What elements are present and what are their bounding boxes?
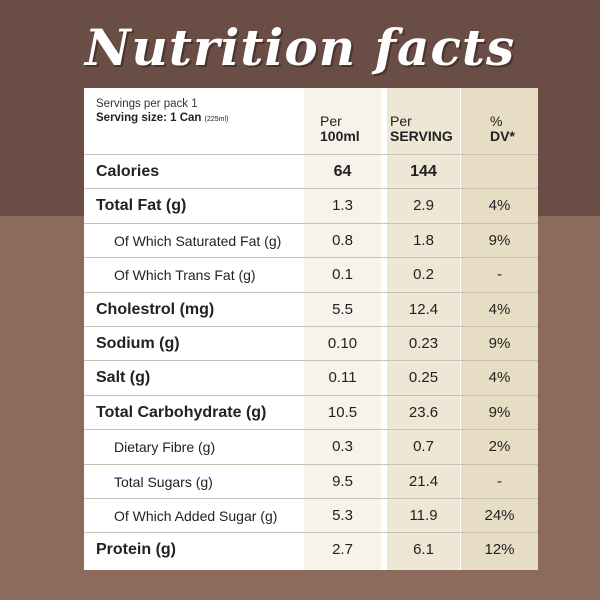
daily-value-percent: 9% xyxy=(488,231,511,249)
nutrient-label: Protein (g) xyxy=(96,541,176,559)
per-100ml-value: 5.5 xyxy=(332,300,353,318)
page-title: Nutrition facts xyxy=(84,18,516,77)
per-100ml-value: 0.10 xyxy=(327,335,358,352)
per-serving-value: 23.6 xyxy=(408,403,439,421)
nutrition-table: Servings per pack 1 Serving size: 1 Can … xyxy=(84,88,538,570)
per-serving-value: 0.2 xyxy=(413,266,434,284)
per-serving-value: 1.8 xyxy=(413,231,434,249)
table-row: Total Sugars (g) 9.5 21.4 - xyxy=(84,463,538,499)
table-row: Calories 64 144 xyxy=(84,154,538,189)
nutrient-label: Of Which Saturated Fat (g) xyxy=(114,232,282,249)
nutrient-label: Calories xyxy=(96,163,160,180)
serving-size-ml: (225ml) xyxy=(204,116,229,123)
table-row: Of Which Added Sugar (g) 5.3 11.9 24% xyxy=(84,498,538,533)
servings-per-pack: Servings per pack 1 xyxy=(96,98,198,110)
table-row: Of Which Trans Fat (g) 0.1 0.2 - xyxy=(84,257,538,292)
per-serving-value: 12.4 xyxy=(408,300,439,318)
col-header-per-100ml: Per 100ml xyxy=(320,113,360,144)
per-100ml-value: 2.7 xyxy=(332,541,353,559)
per-100ml-value: 0.1 xyxy=(332,266,353,284)
nutrient-label: Total Fat (g) xyxy=(96,197,187,215)
table-row: Sodium (g) 0.10 0.23 9% xyxy=(84,326,538,361)
nutrient-label: Dietary Fibre (g) xyxy=(114,439,216,456)
table-row: Salt (g) 0.11 0.25 4% xyxy=(84,360,538,395)
nutrient-label: Salt (g) xyxy=(96,369,151,387)
nutrient-label: Cholestrol (mg) xyxy=(96,300,215,318)
per-100ml-value: 0.3 xyxy=(332,438,353,456)
daily-value-percent: 12% xyxy=(484,541,515,559)
daily-value-column-bg xyxy=(461,88,538,570)
per-serving-value: 6.1 xyxy=(413,541,434,559)
nutrient-label: Sodium (g) xyxy=(96,335,180,352)
daily-value-percent: 9% xyxy=(488,403,511,421)
daily-value-percent: 9% xyxy=(488,335,511,352)
per-100ml-value: 0.8 xyxy=(332,231,353,249)
daily-value-percent: 2% xyxy=(488,438,511,456)
per-serving-value: 21.4 xyxy=(408,472,439,490)
daily-value-percent: 4% xyxy=(488,369,511,387)
table-row: Total Carbohydrate (g) 10.5 23.6 9% xyxy=(84,394,538,430)
per-serving-value: 0.7 xyxy=(413,438,434,456)
per-serving-value: 11.9 xyxy=(409,507,438,524)
per-serving-value: 0.23 xyxy=(408,335,439,352)
col-header-per-serving: Per SERVING xyxy=(390,113,453,144)
daily-value-percent: 4% xyxy=(488,197,511,215)
serving-size: Serving size: 1 Can (225ml) xyxy=(96,112,229,124)
nutrient-label: Total Sugars (g) xyxy=(114,473,213,490)
table-row: Of Which Saturated Fat (g) 0.8 1.8 9% xyxy=(84,222,538,258)
daily-value-percent: - xyxy=(497,472,502,490)
per-serving-value: 0.25 xyxy=(408,369,439,387)
per-100ml-column-bg xyxy=(304,88,381,570)
col-header-daily-value: % DV* xyxy=(490,113,515,144)
per-100ml-value: 1.3 xyxy=(332,197,353,215)
per-serving-value: 2.9 xyxy=(413,197,434,215)
per-100ml-value: 9.5 xyxy=(332,472,353,490)
table-row: Dietary Fibre (g) 0.3 0.7 2% xyxy=(84,429,538,464)
per-100ml-value: 10.5 xyxy=(327,403,358,421)
nutrient-label: Of Which Trans Fat (g) xyxy=(114,267,256,284)
table-row: Total Fat (g) 1.3 2.9 4% xyxy=(84,188,538,223)
nutrient-label: Of Which Added Sugar (g) xyxy=(114,508,278,524)
nutrient-label: Total Carbohydrate (g) xyxy=(96,403,267,421)
table-row: Protein (g) 2.7 6.1 12% xyxy=(84,532,538,567)
per-100ml-value: 64 xyxy=(333,163,352,180)
per-100ml-value: 5.3 xyxy=(332,507,353,524)
per-serving-column-bg xyxy=(387,88,460,570)
daily-value-percent: 4% xyxy=(488,300,511,318)
daily-value-percent: 24% xyxy=(484,507,515,524)
per-100ml-value: 0.11 xyxy=(328,369,357,387)
table-row: Cholestrol (mg) 5.5 12.4 4% xyxy=(84,291,538,327)
daily-value-percent: - xyxy=(497,266,502,284)
per-serving-value: 144 xyxy=(410,163,437,180)
